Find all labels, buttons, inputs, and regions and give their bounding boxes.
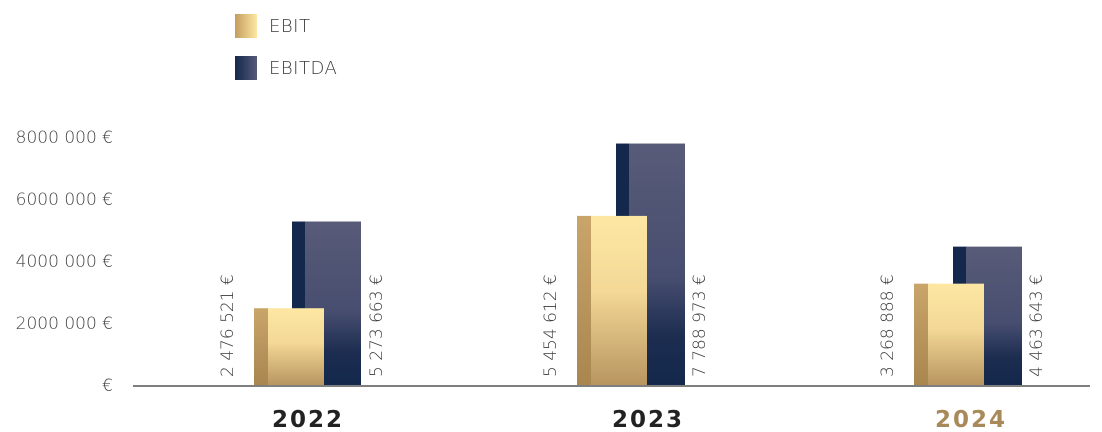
legend-swatch-ebitda (235, 56, 257, 80)
legend: EBIT EBITDA (235, 14, 337, 98)
data-label-ebitda: 5 273 663 € (367, 274, 387, 377)
bar-ebit (928, 283, 984, 385)
data-label-ebit: 3 268 888 € (878, 274, 898, 377)
bar-ebit-side (577, 215, 592, 385)
data-label-ebit: 5 454 612 € (541, 274, 561, 377)
data-label-ebitda: 7 788 973 € (690, 274, 710, 377)
y-tick-label: 4000 000 € (16, 252, 113, 272)
bar-ebit (591, 215, 647, 385)
legend-item-ebit: EBIT (235, 14, 337, 38)
x-category-label: 2024 (935, 407, 1007, 432)
y-tick-label: 8000 000 € (16, 128, 113, 148)
bar-ebit-side (914, 283, 929, 385)
data-label-ebit: 2 476 521 € (218, 274, 238, 377)
y-tick-label: 2000 000 € (16, 314, 113, 334)
bar-ebit-side (254, 308, 269, 385)
legend-swatch-ebit (235, 14, 257, 38)
y-tick-label: 6000 000 € (16, 190, 113, 210)
legend-label-ebitda: EBITDA (269, 57, 338, 79)
legend-label-ebit: EBIT (269, 15, 311, 37)
data-label-ebitda: 4 463 643 € (1027, 274, 1047, 377)
x-category-label: 2023 (612, 407, 684, 432)
x-category-label: 2022 (272, 407, 344, 432)
legend-item-ebitda: EBITDA (235, 56, 337, 80)
y-tick-label: € (102, 376, 113, 396)
bar-ebit (268, 308, 324, 385)
